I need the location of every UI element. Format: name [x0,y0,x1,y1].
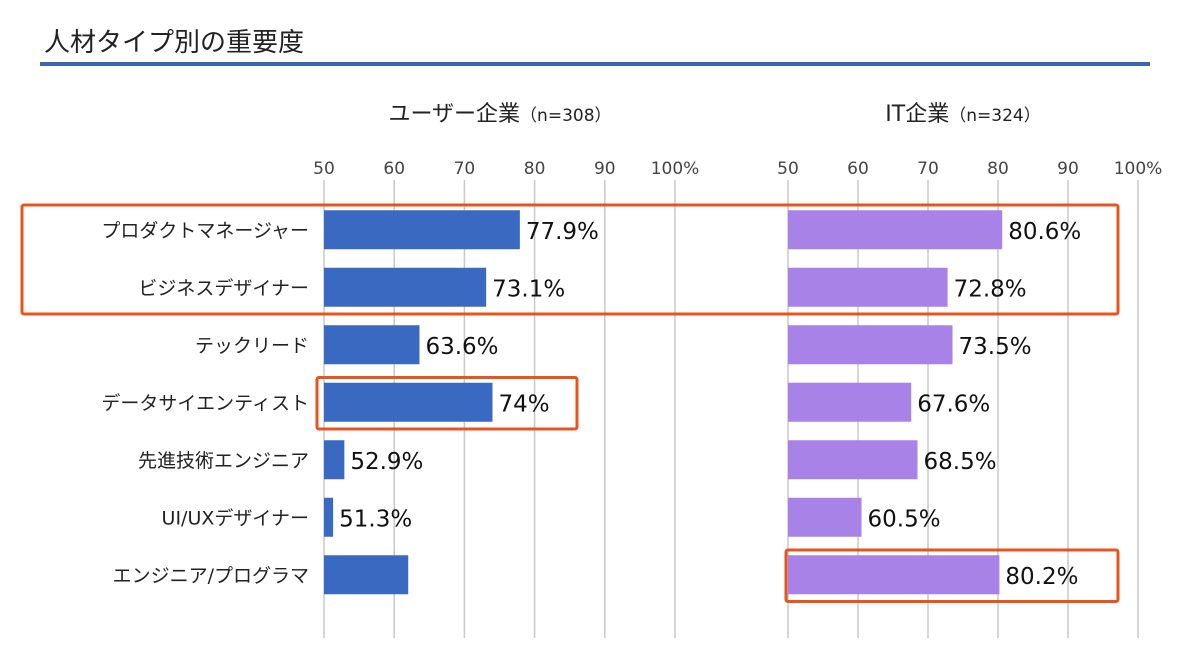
data-label: 52.9% [350,449,423,475]
data-label: 73.5% [959,334,1032,360]
category-label: UI/UXデザイナー [162,507,309,529]
bar [788,210,1003,250]
bar [324,325,420,365]
tick-label: 60 [847,159,869,179]
highlight-box [315,376,579,431]
data-label: 63.6% [425,334,498,360]
tick-label: 90 [594,159,616,179]
panel-title-text: IT企業 [885,102,949,127]
tick-label: 70 [917,159,939,179]
category-label: プロダクトマネージャー [101,220,309,242]
data-label: 77.9% [526,219,599,245]
bar [324,210,520,250]
panel-sample-size: （n=308） [520,106,611,126]
category-label: テックリード [195,335,309,357]
category-label: データサイエンティスト [101,392,309,414]
bar [324,497,334,537]
bar [788,325,953,365]
bar [788,382,912,422]
bar [788,267,948,307]
panel-sample-size: （n=324） [949,106,1040,126]
data-label: 74% [498,391,549,417]
highlight-box [784,548,1120,603]
bar [324,267,487,307]
tick-label: 80 [987,159,1009,179]
category-label: 先進技術エンジニア [138,450,309,472]
panel-title-text: ユーザー企業 [388,102,520,127]
data-label: 51.3% [339,506,412,532]
data-label: 60.5% [868,506,941,532]
panel-title: IT企業（n=324） [885,102,1040,127]
data-label: 80.2% [1005,564,1078,590]
tick-label: 50 [313,159,335,179]
tick-label: 60 [383,159,405,179]
bar [324,440,345,480]
tick-label: 70 [454,159,476,179]
data-label: 80.6% [1008,219,1081,245]
title-underline [40,62,1150,66]
tick-label: 90 [1057,159,1079,179]
data-label: 73.1% [492,276,565,302]
data-label: 67.6% [917,391,990,417]
tick-label: 100% [651,159,700,179]
bar [324,382,493,422]
data-label: 72.8% [954,276,1027,302]
panel-title: ユーザー企業（n=308） [388,102,611,127]
data-label: 68.5% [924,449,997,475]
tick-label: 100% [1114,159,1163,179]
tick-label: 50 [777,159,799,179]
bar [788,555,1000,595]
category-label: ビジネスデザイナー [138,277,309,299]
category-label: エンジニア/プログラマ [113,565,309,587]
bar [788,440,918,480]
page-title: 人材タイプ別の重要度 [44,28,305,58]
highlight-box [20,203,1120,316]
bar [788,497,862,537]
tick-label: 80 [524,159,546,179]
bar [324,555,409,595]
